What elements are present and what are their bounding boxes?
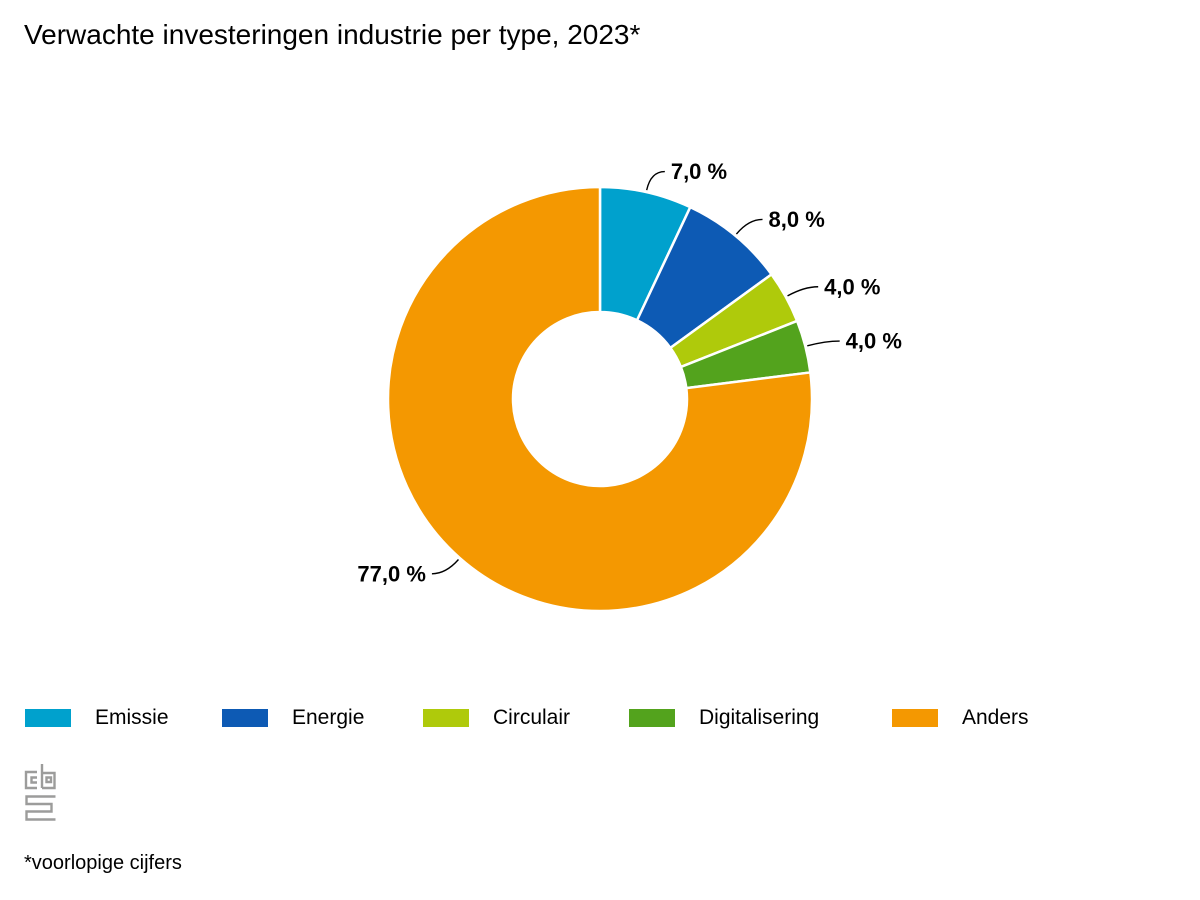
leader-line-circulair	[787, 286, 819, 297]
cbs-logo-c	[24, 770, 37, 790]
donut-chart: 7,0 % 8,0 % 4,0 % 4,0 % 77,0 %	[357, 159, 902, 613]
leader-line-digitalisering	[807, 340, 840, 347]
legend-label-circulair: Circulair	[493, 706, 571, 729]
cbs-logo-b	[40, 764, 56, 790]
legend-item-energie[interactable]: Energie	[222, 706, 364, 730]
chart-title: Verwachte investeringen industrie per ty…	[24, 19, 641, 50]
legend-swatch-energie	[222, 709, 268, 727]
cbs-logo-s	[25, 795, 56, 821]
legend-swatch-digitalisering	[629, 709, 675, 727]
footnote: *voorlopige cijfers	[24, 852, 182, 874]
donut-slices	[386, 185, 814, 613]
cbs-logo	[24, 764, 56, 821]
legend-item-anders[interactable]: Anders	[892, 706, 1029, 730]
legend: Emissie Energie Circulair Digitalisering…	[0, 706, 1200, 732]
legend-swatch-anders	[892, 709, 938, 727]
legend-label-digitalisering: Digitalisering	[699, 706, 820, 729]
percent-label-digitalisering: 4,0 %	[846, 329, 902, 354]
percent-label-energie: 8,0 %	[769, 207, 825, 232]
legend-item-emissie[interactable]: Emissie	[25, 706, 169, 730]
percent-label-anders: 77,0 %	[357, 561, 426, 586]
legend-label-emissie: Emissie	[95, 706, 169, 729]
legend-item-circulair[interactable]: Circulair	[423, 706, 570, 730]
leader-line-emissie	[645, 170, 665, 191]
legend-label-anders: Anders	[962, 706, 1029, 729]
legend-swatch-emissie	[25, 709, 71, 727]
legend-swatch-circulair	[423, 709, 469, 727]
percent-label-circulair: 4,0 %	[824, 274, 880, 299]
leader-line-energie	[735, 218, 763, 235]
leader-lines	[431, 170, 840, 575]
slice-anders[interactable]	[386, 185, 814, 613]
legend-item-digitalisering[interactable]: Digitalisering	[629, 706, 819, 730]
percent-labels: 7,0 % 8,0 % 4,0 % 4,0 % 77,0 %	[357, 159, 902, 586]
percent-label-emissie: 7,0 %	[671, 159, 727, 184]
legend-label-energie: Energie	[292, 706, 365, 729]
leader-line-anders	[431, 559, 460, 575]
